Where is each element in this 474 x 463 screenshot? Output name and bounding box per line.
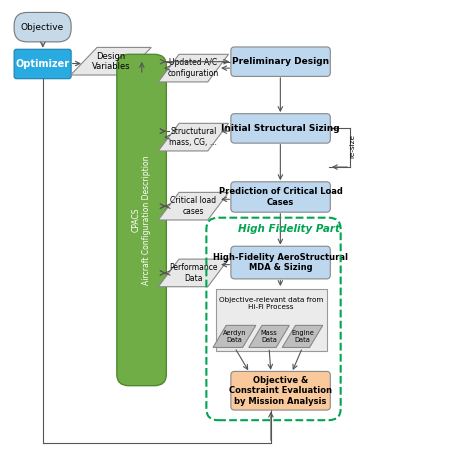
FancyBboxPatch shape [231, 114, 330, 143]
Polygon shape [213, 325, 256, 347]
Text: re-size: re-size [349, 134, 356, 158]
Polygon shape [158, 123, 228, 151]
Text: Initial Structural Sizing: Initial Structural Sizing [221, 124, 340, 133]
Text: Mass
Data: Mass Data [261, 330, 277, 343]
FancyBboxPatch shape [231, 371, 330, 410]
Text: Aerdyn
Data: Aerdyn Data [223, 330, 246, 343]
Text: Prediction of Critical Load
Cases: Prediction of Critical Load Cases [219, 187, 343, 206]
Text: Performance
Data: Performance Data [169, 263, 218, 282]
Polygon shape [158, 259, 228, 287]
Polygon shape [158, 54, 228, 82]
FancyBboxPatch shape [231, 246, 330, 279]
Text: High Fidelity Part: High Fidelity Part [238, 224, 340, 234]
Polygon shape [282, 325, 323, 347]
Text: Design
Variables: Design Variables [91, 51, 130, 71]
Polygon shape [158, 193, 228, 220]
Text: CPACS
Aircraft Configuration Description: CPACS Aircraft Configuration Description [132, 155, 151, 285]
Text: Critical load
cases: Critical load cases [170, 196, 217, 216]
Text: Structutural
mass, CG, ...: Structutural mass, CG, ... [170, 127, 218, 147]
FancyBboxPatch shape [117, 54, 166, 386]
Text: Objective &
Constraint Evaluation
by Mission Analysis: Objective & Constraint Evaluation by Mis… [229, 376, 332, 406]
Text: Objective-relevant data from
Hi-Fi Process: Objective-relevant data from Hi-Fi Proce… [219, 297, 323, 310]
Text: Objective: Objective [21, 23, 64, 31]
FancyBboxPatch shape [231, 47, 330, 76]
Text: Optimizer: Optimizer [16, 59, 70, 69]
FancyBboxPatch shape [216, 289, 327, 351]
FancyBboxPatch shape [14, 13, 71, 42]
Text: Engine
Data: Engine Data [291, 330, 314, 343]
Polygon shape [249, 325, 289, 347]
FancyBboxPatch shape [14, 49, 71, 79]
Text: Preliminary Design: Preliminary Design [232, 57, 329, 66]
FancyBboxPatch shape [231, 182, 330, 212]
Text: Updated A/C
configuration: Updated A/C configuration [168, 58, 219, 78]
Text: High-Fidelity AeroStructural
MDA & Sizing: High-Fidelity AeroStructural MDA & Sizin… [213, 253, 348, 272]
Polygon shape [71, 47, 151, 75]
